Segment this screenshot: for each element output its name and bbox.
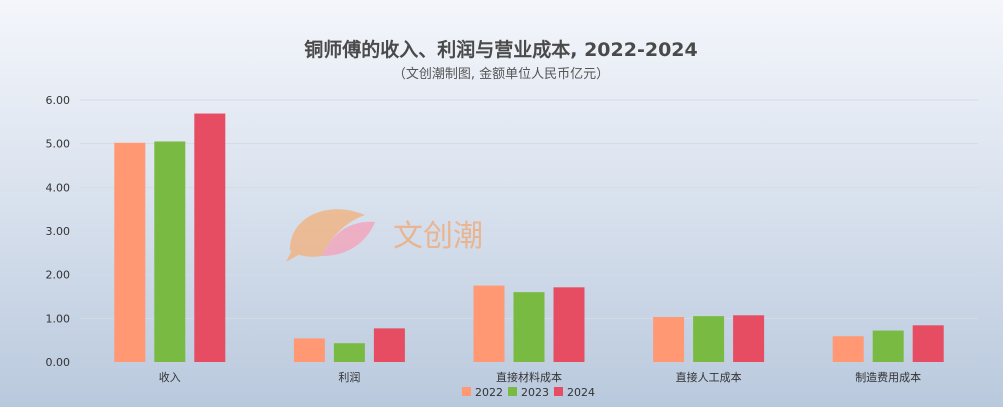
x-category-label: 直接材料成本 bbox=[496, 370, 562, 384]
bar-2022-1 bbox=[293, 338, 325, 362]
x-category-label: 直接人工成本 bbox=[676, 370, 742, 384]
legend-swatch-2022 bbox=[462, 387, 471, 396]
bar-2023-4 bbox=[872, 330, 904, 362]
watermark-text: 文创潮 bbox=[393, 219, 483, 254]
y-tick-label: 0.00 bbox=[46, 356, 71, 369]
x-category-label: 收入 bbox=[159, 370, 181, 384]
y-tick-label: 6.00 bbox=[46, 94, 71, 107]
y-tick-label: 2.00 bbox=[46, 269, 71, 282]
y-tick-label: 3.00 bbox=[46, 225, 71, 238]
bar-2024-1 bbox=[373, 328, 405, 362]
bar-2022-0 bbox=[114, 142, 146, 362]
legend-swatch-2023 bbox=[508, 387, 517, 396]
grid-lines bbox=[80, 99, 978, 319]
bar-2024-4 bbox=[912, 325, 944, 362]
bar-2024-2 bbox=[553, 287, 585, 362]
y-tick-label: 5.00 bbox=[46, 138, 71, 151]
y-axis-ticks: 0.00 1.00 2.00 3.00 4.00 5.00 6.00 bbox=[46, 94, 71, 369]
legend-swatch-2024 bbox=[554, 387, 563, 396]
bars bbox=[114, 113, 944, 362]
chart-title: 铜师傅的收入、利润与营业成本, 2022-2024 bbox=[304, 38, 697, 61]
bar-2024-3 bbox=[733, 315, 765, 362]
fish-logo-icon bbox=[286, 209, 375, 262]
x-axis-categories: 收入 利润 直接材料成本 直接人工成本 制造费用成本 bbox=[159, 370, 921, 384]
legend-label: 2024 bbox=[567, 386, 595, 399]
legend-label: 2022 bbox=[475, 386, 503, 399]
x-category-label: 利润 bbox=[338, 370, 360, 384]
bar-2022-4 bbox=[832, 336, 864, 362]
bar-2023-0 bbox=[154, 141, 186, 362]
bar-2022-2 bbox=[473, 285, 505, 362]
bar-2022-3 bbox=[653, 317, 685, 362]
y-tick-label: 1.00 bbox=[46, 312, 71, 325]
y-tick-label: 4.00 bbox=[46, 181, 71, 194]
bar-2023-3 bbox=[693, 316, 725, 362]
legend: 2022 2023 2024 bbox=[462, 386, 595, 399]
x-category-label: 制造费用成本 bbox=[855, 370, 921, 384]
chart-subtitle: （文创潮制图, 金额单位人民币亿元） bbox=[393, 66, 609, 82]
bar-2024-0 bbox=[194, 113, 226, 362]
bar-2023-1 bbox=[333, 343, 365, 362]
bar-2023-2 bbox=[513, 292, 545, 362]
legend-label: 2023 bbox=[521, 386, 549, 399]
watermark: 文创潮 bbox=[286, 209, 483, 262]
